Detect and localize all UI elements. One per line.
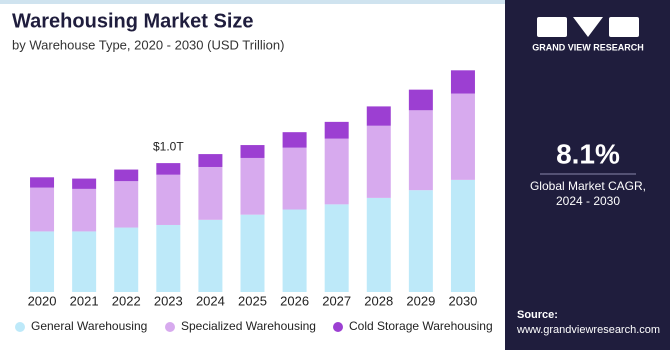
bar-segment bbox=[72, 231, 97, 292]
x-tick-label: 2030 bbox=[448, 293, 477, 308]
x-tick-label: 2021 bbox=[70, 293, 99, 308]
legend-label: Specialized Warehousing bbox=[181, 319, 316, 333]
x-tick-label: 2028 bbox=[364, 293, 393, 308]
bar-segment bbox=[408, 110, 433, 191]
source-label: Source: bbox=[517, 309, 558, 321]
bar-segment bbox=[72, 188, 97, 232]
x-tick-label: 2022 bbox=[112, 293, 141, 308]
bar-segment bbox=[282, 209, 307, 292]
legend-label: Cold Storage Warehousing bbox=[349, 319, 493, 333]
source-url: www.grandviewresearch.com bbox=[516, 324, 660, 336]
bar-segment bbox=[324, 138, 349, 205]
stat-caption: 2024 - 2030 bbox=[556, 194, 620, 208]
bar-segment bbox=[324, 121, 349, 139]
stat-caption: Global Market CAGR, bbox=[530, 179, 646, 193]
bar-segment bbox=[324, 204, 349, 292]
bar-segment bbox=[450, 179, 475, 292]
bar-segment bbox=[450, 93, 475, 180]
x-tick-label: 2020 bbox=[28, 293, 57, 308]
x-tick-label: 2026 bbox=[280, 293, 309, 308]
bar-segment bbox=[366, 106, 391, 126]
bar-segment bbox=[408, 89, 433, 111]
bar-segment bbox=[282, 132, 307, 148]
x-tick-label: 2029 bbox=[406, 293, 435, 308]
bar-segment bbox=[282, 147, 307, 210]
bar-segment bbox=[450, 70, 475, 94]
legend-swatch bbox=[15, 322, 25, 332]
stat: 8.1% bbox=[556, 138, 620, 169]
logo bbox=[537, 17, 639, 37]
bar-segment bbox=[30, 187, 55, 232]
chart-subtitle: by Warehouse Type, 2020 - 2030 (USD Tril… bbox=[12, 37, 284, 52]
bar-segment bbox=[114, 227, 139, 292]
bar-segment bbox=[366, 197, 391, 292]
bar-segment bbox=[156, 163, 181, 175]
brand: GRAND VIEW RESEARCH bbox=[532, 42, 644, 52]
bar-segment bbox=[240, 157, 265, 215]
bar-segment bbox=[198, 154, 223, 167]
annotation: $1.0T bbox=[153, 139, 184, 153]
top-stripe bbox=[0, 0, 505, 4]
x-tick-label: 2024 bbox=[196, 293, 225, 308]
bar-segment bbox=[30, 177, 55, 188]
bar-segment bbox=[366, 125, 391, 198]
bar-segment bbox=[114, 169, 139, 182]
bar-segment bbox=[198, 166, 223, 220]
legend-swatch bbox=[333, 322, 343, 332]
sidebar bbox=[505, 0, 670, 350]
bar-segment bbox=[240, 145, 265, 158]
legend-swatch bbox=[165, 322, 175, 332]
bar-segment bbox=[156, 174, 181, 225]
bar-segment bbox=[198, 219, 223, 292]
bar-segment bbox=[408, 190, 433, 292]
bar-segment bbox=[156, 224, 181, 292]
chart-title: Warehousing Market Size bbox=[12, 10, 254, 32]
bar-segment bbox=[72, 178, 97, 189]
legend-label: General Warehousing bbox=[31, 319, 147, 333]
x-tick-label: 2027 bbox=[322, 293, 351, 308]
x-tick-label: 2025 bbox=[238, 293, 267, 308]
bar-segment bbox=[240, 214, 265, 292]
x-tick-label: 2023 bbox=[154, 293, 183, 308]
bar-segment bbox=[114, 181, 139, 228]
bar-segment bbox=[30, 231, 55, 292]
